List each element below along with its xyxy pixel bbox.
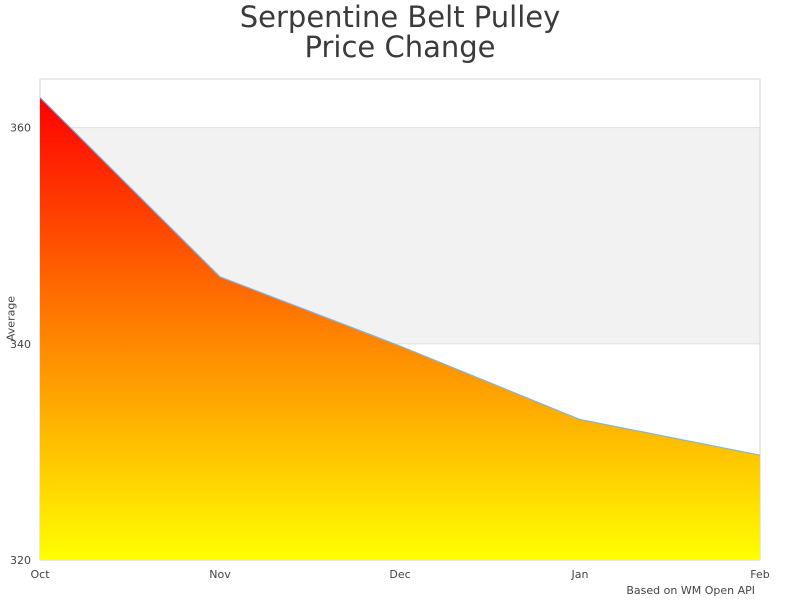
x-tick-label: Nov [209,568,231,581]
chart-title: Serpentine Belt Pulley Price Change [0,2,800,62]
line-series [39,96,761,456]
y-axis-ticks: 320 340 360 [10,122,31,567]
y-axis-label: Average [4,295,18,342]
x-tick-label: Jan [571,568,589,581]
credit-text: Based on WM Open API [626,584,755,597]
chart-title-line2: Price Change [304,30,496,64]
y-tick-label: 320 [10,554,31,567]
y-tick-label: 340 [10,338,31,351]
y-tick-label: 360 [10,122,31,135]
x-tick-label: Oct [30,568,50,581]
x-axis-ticks: Oct Nov Dec Jan Feb [30,568,769,581]
x-tick-label: Feb [750,568,769,581]
chart-title-line1: Serpentine Belt Pulley [239,0,561,34]
x-tick-label: Dec [389,568,410,581]
area-series [40,97,760,561]
